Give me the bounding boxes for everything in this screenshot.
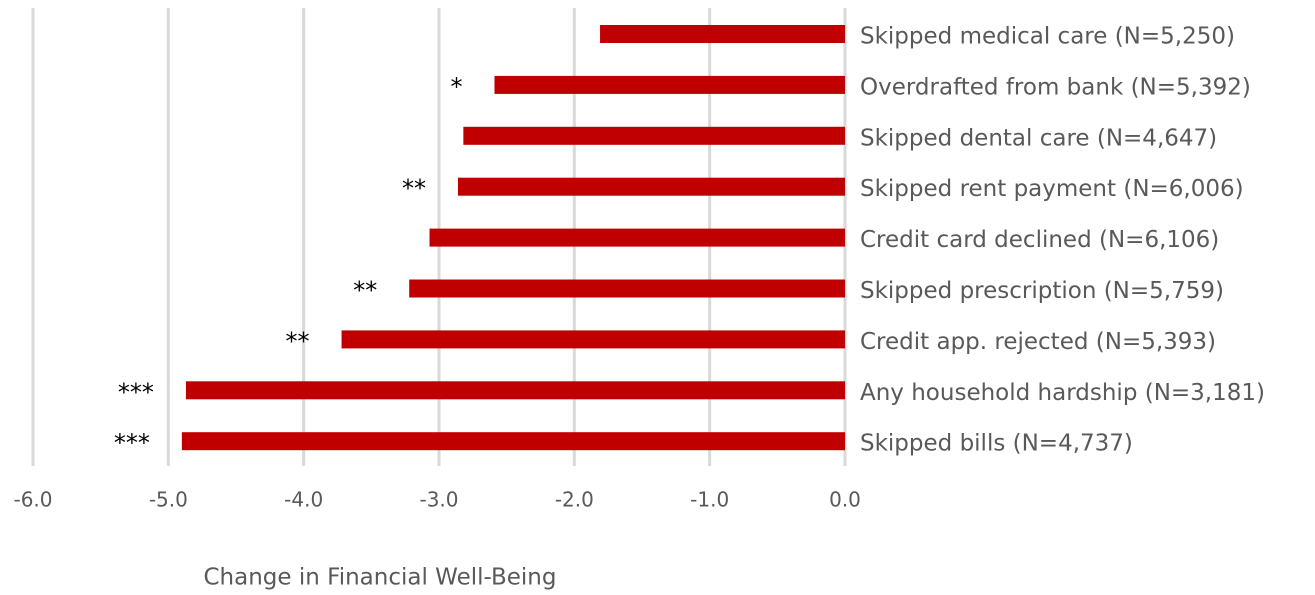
category-label: Credit app. rejected (N=5,393) <box>860 329 1216 355</box>
category-label: Overdrafted from bank (N=5,392) <box>860 74 1251 100</box>
x-tick-label: -5.0 <box>149 488 188 512</box>
bar <box>185 381 846 400</box>
x-tick-label: 0.0 <box>829 488 861 512</box>
bar <box>409 279 845 298</box>
category-label: Skipped dental care (N=4,647) <box>860 125 1217 151</box>
x-axis-title: Change in Financial Well-Being <box>204 565 557 591</box>
bar <box>457 177 845 196</box>
category-label: Any household hardship (N=3,181) <box>860 380 1265 406</box>
x-tick-label: -2.0 <box>555 488 594 512</box>
category-label: Skipped prescription (N=5,759) <box>860 278 1224 304</box>
category-label: Credit card declined (N=6,106) <box>860 227 1219 253</box>
x-tick-label: -4.0 <box>284 488 323 512</box>
significance-label: ** <box>286 327 310 355</box>
x-tick-label: -1.0 <box>690 488 729 512</box>
x-tick-label: -6.0 <box>13 488 52 512</box>
category-label: Skipped medical care (N=5,250) <box>860 24 1235 50</box>
significance-label: ** <box>353 277 377 305</box>
category-label: Skipped bills (N=4,737) <box>860 431 1133 457</box>
bar <box>494 75 845 94</box>
significance-label: ** <box>402 175 426 203</box>
significance-label: *** <box>118 378 154 406</box>
x-tick-label: -3.0 <box>419 488 458 512</box>
bar <box>429 228 845 247</box>
bar <box>463 126 845 145</box>
category-label: Skipped rent payment (N=6,006) <box>860 176 1244 202</box>
bar <box>181 432 845 451</box>
bar <box>600 25 845 43</box>
significance-label: *** <box>114 429 150 457</box>
bar <box>341 330 845 349</box>
significance-label: * <box>450 73 462 101</box>
